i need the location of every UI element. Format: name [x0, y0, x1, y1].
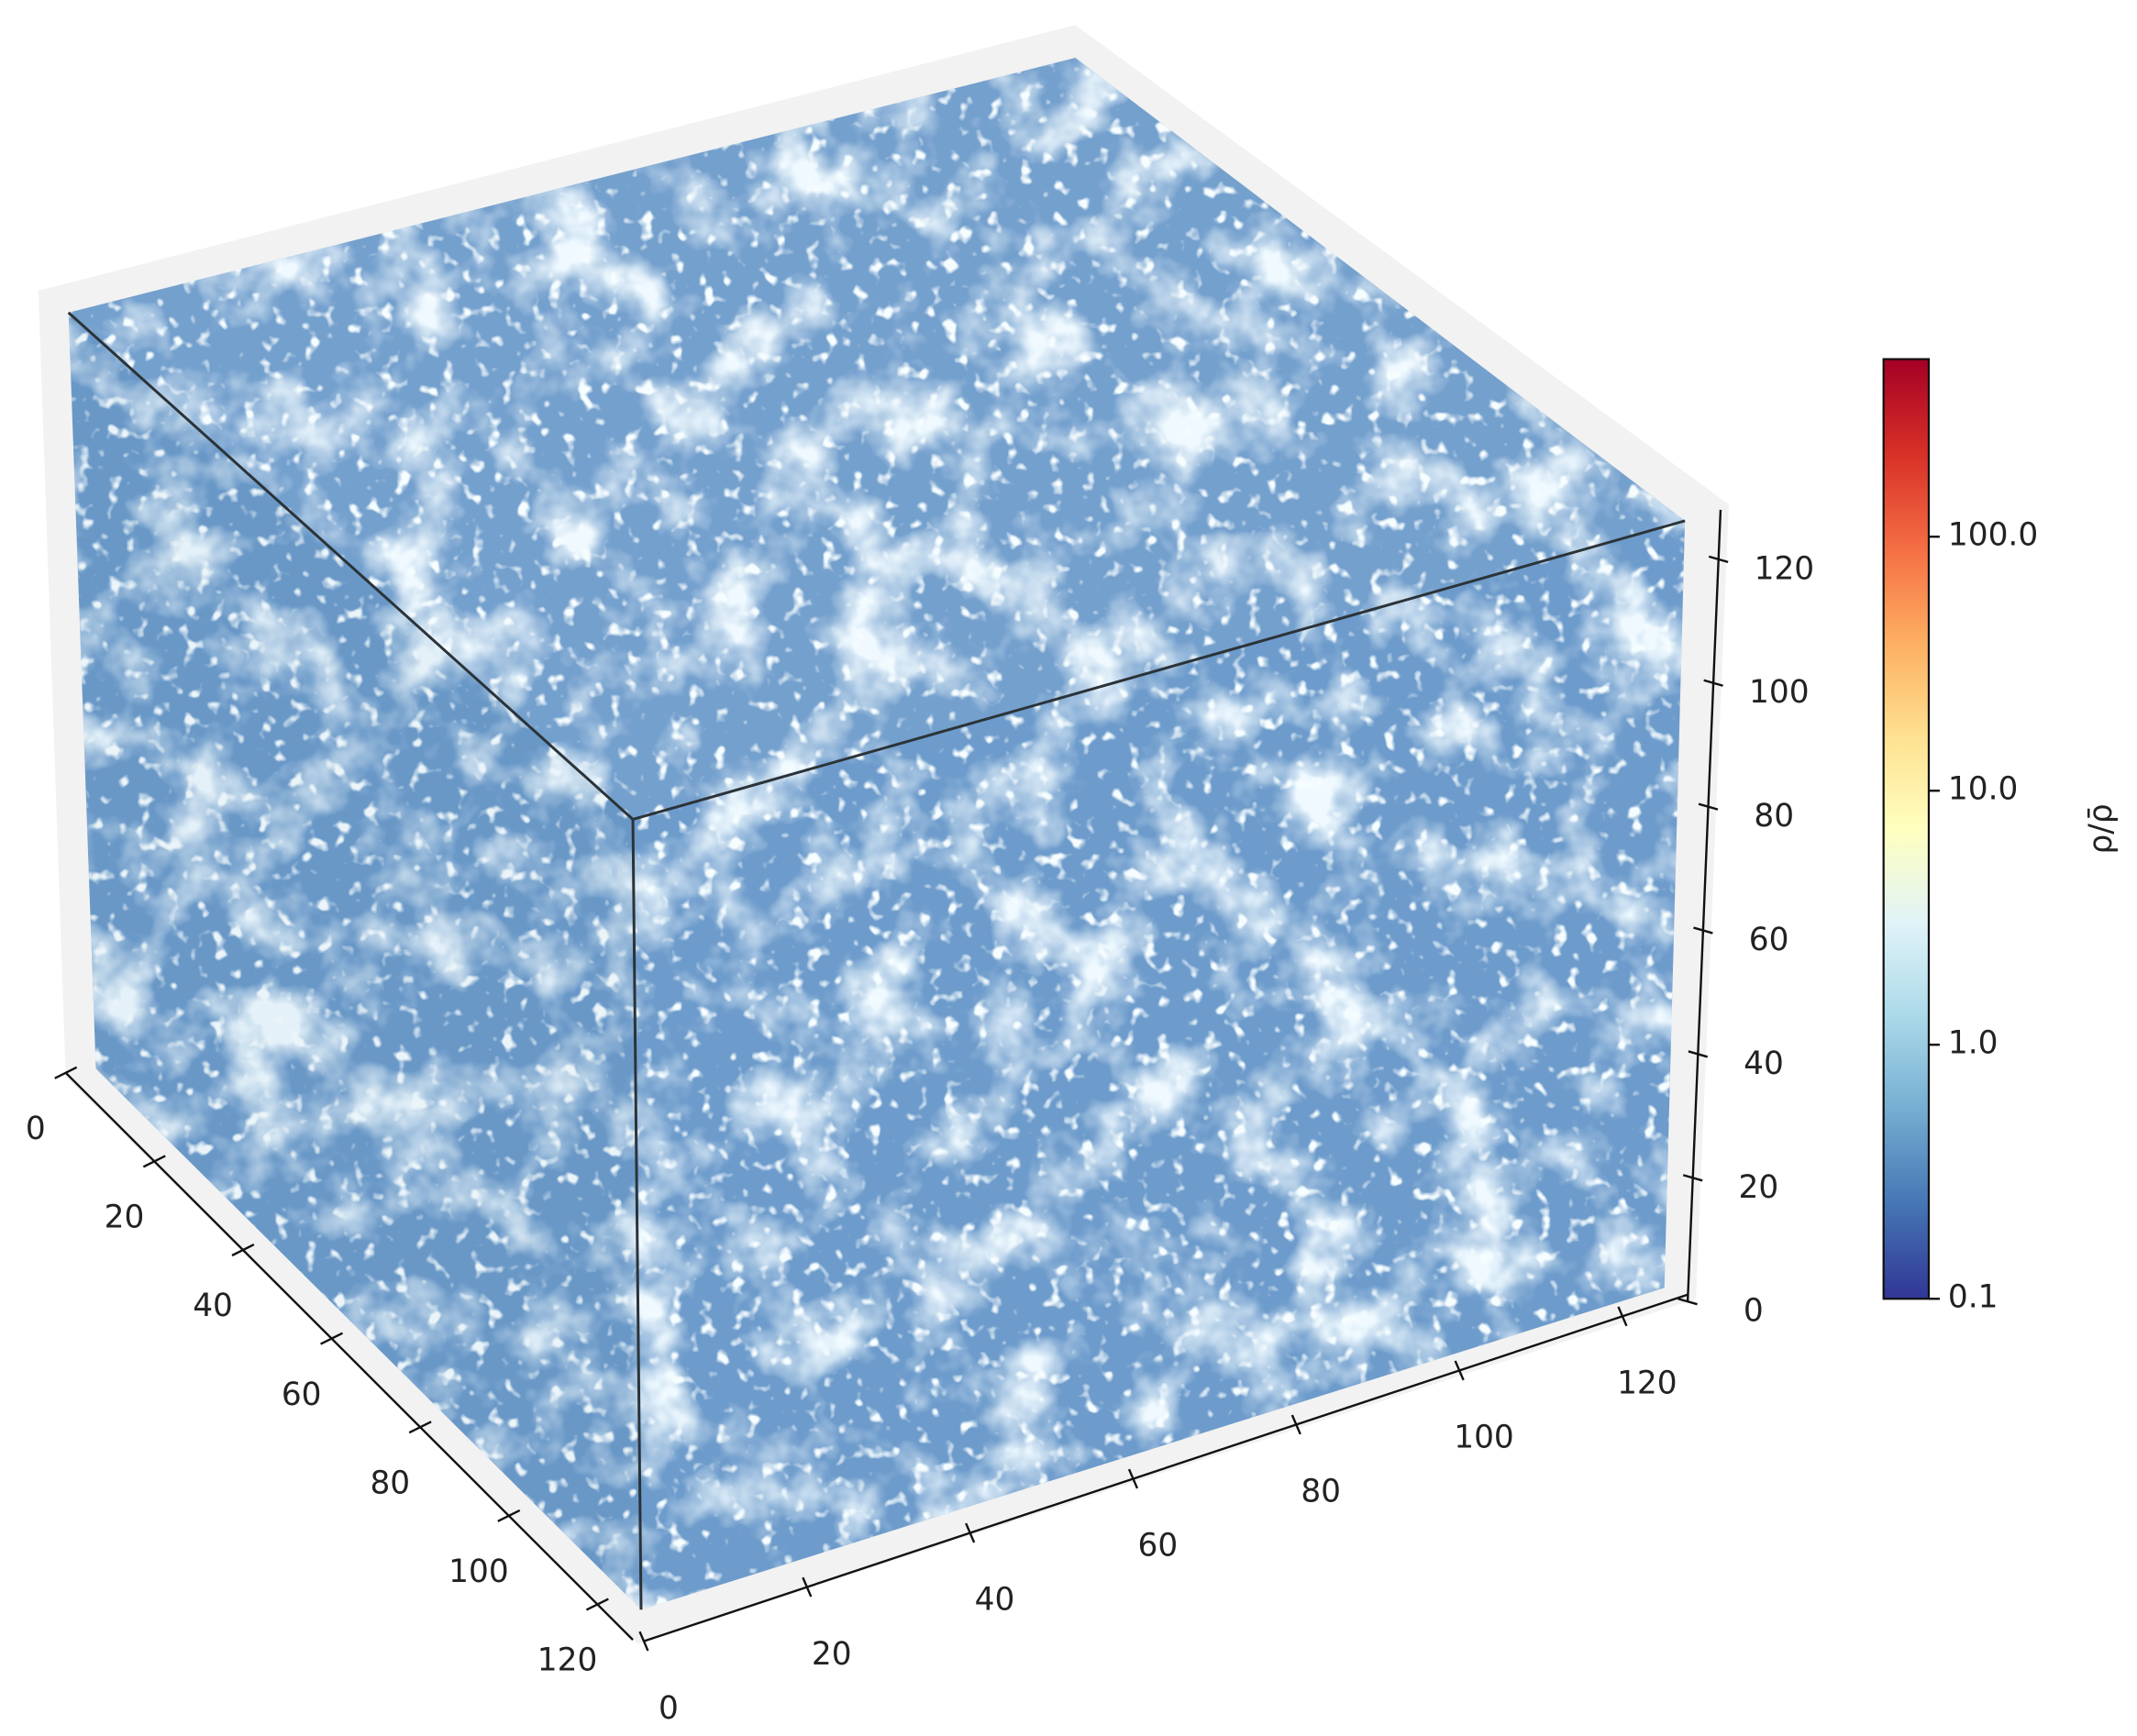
y-tick-label: 120: [1617, 1366, 1677, 1402]
top-face: [68, 58, 1686, 820]
z-tick: [1688, 1050, 1709, 1058]
x-tick: [408, 1421, 432, 1434]
y-tick-label: 80: [1301, 1474, 1341, 1510]
z-tick: [1698, 802, 1719, 811]
x-tick-label: 40: [193, 1288, 233, 1324]
y-tick: [638, 1631, 649, 1652]
y-axis-line: [643, 1293, 1689, 1642]
z-tick-label: 80: [1754, 798, 1794, 835]
y-tick-label: 20: [812, 1636, 852, 1673]
z-tick-label: 20: [1739, 1169, 1779, 1206]
x-tick: [320, 1332, 344, 1345]
z-tick-label: 100: [1749, 674, 1810, 711]
x-tick: [497, 1509, 521, 1522]
y-tick: [965, 1522, 976, 1543]
x-axis-line: [64, 1071, 634, 1641]
y-tick-label: 40: [975, 1582, 1015, 1619]
y-tick-label: 60: [1138, 1528, 1179, 1565]
z-tick-label: 60: [1749, 922, 1789, 958]
x-tick-label: 100: [448, 1554, 509, 1590]
edge: [67, 311, 635, 821]
z-axis-line: [1686, 509, 1722, 1302]
z-tick: [1682, 1174, 1703, 1182]
y-tick: [1617, 1306, 1628, 1327]
edge: [631, 819, 643, 1610]
x-tick-label: 20: [105, 1200, 145, 1236]
cube-edges: [67, 311, 1686, 1610]
z-tick: [1708, 555, 1729, 564]
y-tick-label: 0: [659, 1690, 679, 1727]
x-tick: [142, 1155, 166, 1168]
y-tick: [1127, 1468, 1139, 1489]
y-tick: [1454, 1360, 1465, 1381]
x-tick-label: 80: [370, 1465, 410, 1501]
colorbar-tick-label: 0.1: [1948, 1279, 1999, 1316]
colorbar-tick-label: 100.0: [1948, 517, 2038, 554]
x-tick-label: 120: [537, 1642, 598, 1679]
edge: [632, 519, 1686, 821]
left-face: [68, 312, 641, 1610]
z-tick-label: 120: [1755, 550, 1815, 587]
colorbar-label: ρ/ρ̄: [2083, 803, 2120, 854]
y-tick: [802, 1576, 813, 1598]
z-tick: [1703, 679, 1723, 687]
colorbar: [1882, 358, 1931, 1300]
x-tick: [231, 1243, 255, 1257]
z-tick-label: 0: [1744, 1293, 1764, 1330]
x-tick: [54, 1066, 78, 1079]
z-tick-label: 40: [1744, 1045, 1784, 1082]
y-tick-label: 100: [1454, 1420, 1514, 1456]
x-tick-label: 60: [282, 1377, 322, 1413]
y-tick: [1290, 1414, 1301, 1435]
colorbar-tick-label: 1.0: [1948, 1025, 1999, 1062]
z-tick: [1677, 1298, 1698, 1306]
colorbar-tick-label: 10.0: [1948, 771, 2018, 808]
z-tick: [1693, 926, 1713, 934]
x-tick-label: 0: [26, 1111, 46, 1147]
x-tick: [585, 1598, 609, 1611]
